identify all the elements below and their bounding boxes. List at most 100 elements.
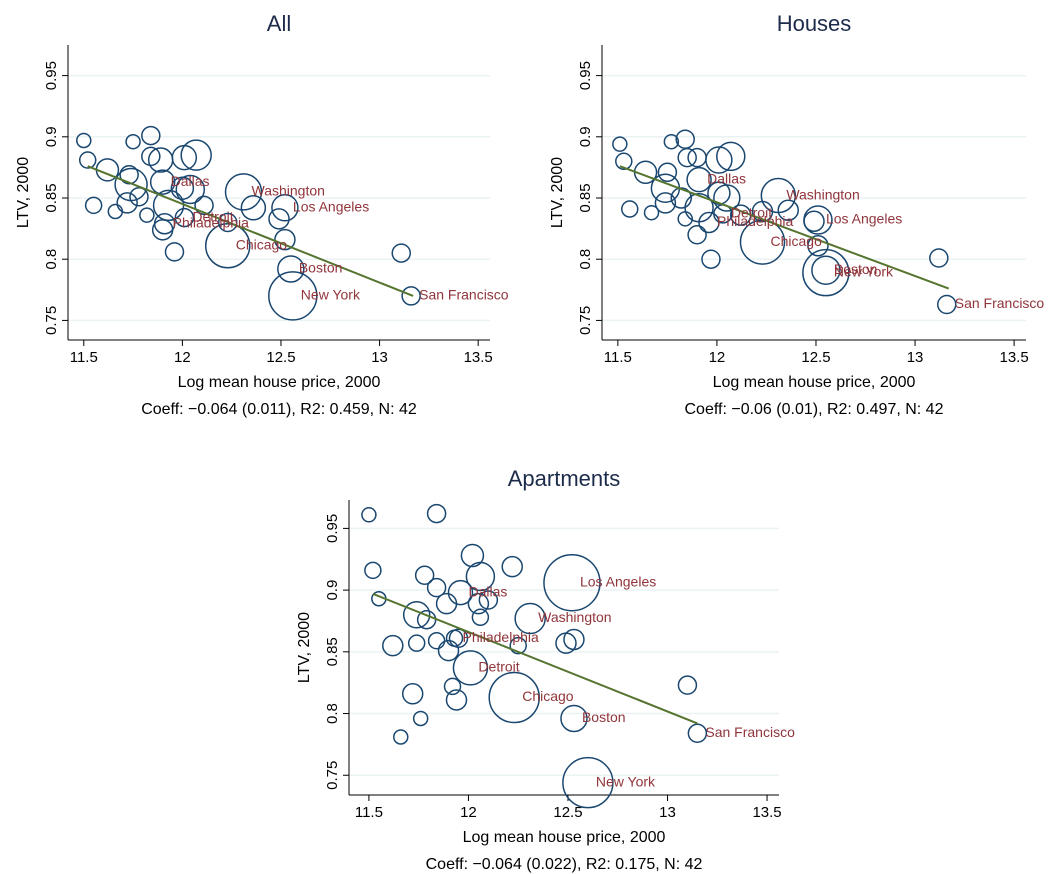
bubble bbox=[401, 683, 424, 705]
y-tick-label: 0.95 bbox=[577, 61, 594, 90]
bubble bbox=[402, 601, 431, 629]
point-label: Washington bbox=[252, 183, 325, 199]
bubble bbox=[129, 187, 149, 207]
point-label: Philadelphia bbox=[173, 214, 249, 230]
x-tick-label: 11.5 bbox=[604, 349, 632, 366]
point-label: Boston bbox=[834, 261, 878, 277]
point-label: Detroit bbox=[731, 205, 772, 221]
x-tick-label: 12 bbox=[174, 349, 191, 366]
y-tick-label: 0.75 bbox=[43, 306, 60, 335]
bubble bbox=[204, 222, 251, 269]
bubble bbox=[78, 151, 97, 169]
x-tick-label: 12.5 bbox=[553, 804, 582, 821]
x-axis-label: Log mean house price, 2000 bbox=[713, 374, 916, 391]
bubble bbox=[701, 249, 721, 269]
bubble bbox=[687, 723, 708, 744]
bubble bbox=[271, 194, 299, 222]
x-tick-label: 13.5 bbox=[752, 804, 781, 821]
bubble bbox=[803, 205, 833, 235]
bubble bbox=[435, 592, 458, 615]
bubble bbox=[382, 634, 404, 657]
bubble bbox=[501, 555, 523, 578]
y-tick-label: 0.95 bbox=[43, 61, 60, 90]
bubble bbox=[705, 146, 733, 174]
bubble bbox=[562, 756, 614, 809]
x-tick-label: 12.5 bbox=[266, 349, 295, 366]
y-tick-label: 0.95 bbox=[324, 514, 341, 543]
bubble bbox=[811, 255, 841, 285]
bubble bbox=[414, 565, 435, 586]
bubble bbox=[427, 631, 446, 650]
bubble bbox=[147, 147, 174, 173]
bubble bbox=[663, 133, 680, 150]
x-tick-label: 13 bbox=[371, 349, 388, 366]
bubble bbox=[125, 133, 141, 150]
bubble bbox=[620, 200, 639, 218]
y-tick-label: 0.75 bbox=[324, 761, 341, 790]
panel: Houses 0.75 0.8 0.85 0.9 0.95 11.5 12 12.5 13 13.5… bbox=[549, 11, 1044, 418]
y-tick-label: 0.9 bbox=[577, 126, 594, 147]
bubble bbox=[509, 636, 527, 655]
panel-title: Houses bbox=[777, 11, 852, 36]
x-axis-label: Log mean house price, 2000 bbox=[463, 829, 666, 846]
point-label: San Francisco bbox=[419, 287, 509, 303]
point-label: New York bbox=[301, 287, 361, 303]
y-tick-label: 0.75 bbox=[577, 306, 594, 335]
point-label: New York bbox=[596, 773, 656, 789]
bubble bbox=[643, 204, 660, 221]
bubble bbox=[716, 141, 746, 172]
point-label: Dallas bbox=[707, 170, 746, 186]
bubble bbox=[426, 503, 447, 524]
bubble bbox=[560, 704, 588, 733]
note: Coeff: −0.06 (0.01), R2: 0.497, N: 42 bbox=[685, 401, 944, 418]
bubble bbox=[224, 173, 263, 211]
bubble bbox=[447, 579, 474, 606]
x-tick-label: 11.5 bbox=[355, 804, 383, 821]
bubble bbox=[460, 543, 485, 568]
bubble bbox=[698, 211, 720, 234]
x-tick-label: 12.5 bbox=[801, 349, 830, 366]
y-axis-label: LTV, 2000 bbox=[549, 157, 566, 228]
bubble bbox=[677, 675, 698, 695]
bubble bbox=[217, 212, 238, 233]
bubble bbox=[657, 162, 678, 183]
x-tick-label: 13.5 bbox=[1000, 349, 1029, 366]
point-label: Philadelphia bbox=[463, 629, 539, 645]
bubble bbox=[654, 192, 677, 214]
bubble bbox=[687, 224, 707, 245]
bubble bbox=[393, 729, 409, 745]
point-label: Los Angeles bbox=[580, 573, 656, 589]
x-axis-label: Log mean house price, 2000 bbox=[178, 374, 381, 391]
point-label: Chicago bbox=[236, 236, 288, 252]
bubble bbox=[361, 507, 377, 523]
bubble bbox=[84, 196, 103, 215]
fit-line bbox=[619, 165, 950, 290]
point-label: Detroit bbox=[192, 208, 233, 224]
point-label: Philadelphia bbox=[717, 213, 793, 229]
bubble bbox=[240, 195, 267, 221]
bubble bbox=[936, 294, 957, 315]
bubble bbox=[175, 174, 206, 205]
bubble bbox=[445, 629, 464, 647]
panel: Apartments 0.75 0.8 0.85 0.9 0.95 11.5 12 12.5 13… bbox=[296, 466, 795, 873]
point-label: Los Angeles bbox=[826, 211, 902, 227]
bubble bbox=[164, 242, 185, 262]
bubble bbox=[543, 553, 601, 612]
point-label: Washington bbox=[786, 186, 859, 202]
x-tick-label: 11.5 bbox=[70, 349, 98, 366]
point-label: New York bbox=[834, 263, 894, 279]
bubble bbox=[686, 166, 712, 193]
point-label: Boston bbox=[582, 709, 626, 725]
bubble bbox=[677, 147, 697, 168]
bubble bbox=[116, 192, 138, 214]
bubble bbox=[268, 271, 318, 321]
bubble bbox=[268, 208, 290, 230]
bubble bbox=[929, 248, 949, 268]
bubble bbox=[180, 139, 212, 171]
point-label: Los Angeles bbox=[293, 199, 369, 215]
y-tick-label: 0.8 bbox=[577, 249, 594, 270]
bubble bbox=[401, 286, 421, 306]
fit-line bbox=[87, 165, 414, 297]
x-tick-label: 13 bbox=[659, 804, 676, 821]
